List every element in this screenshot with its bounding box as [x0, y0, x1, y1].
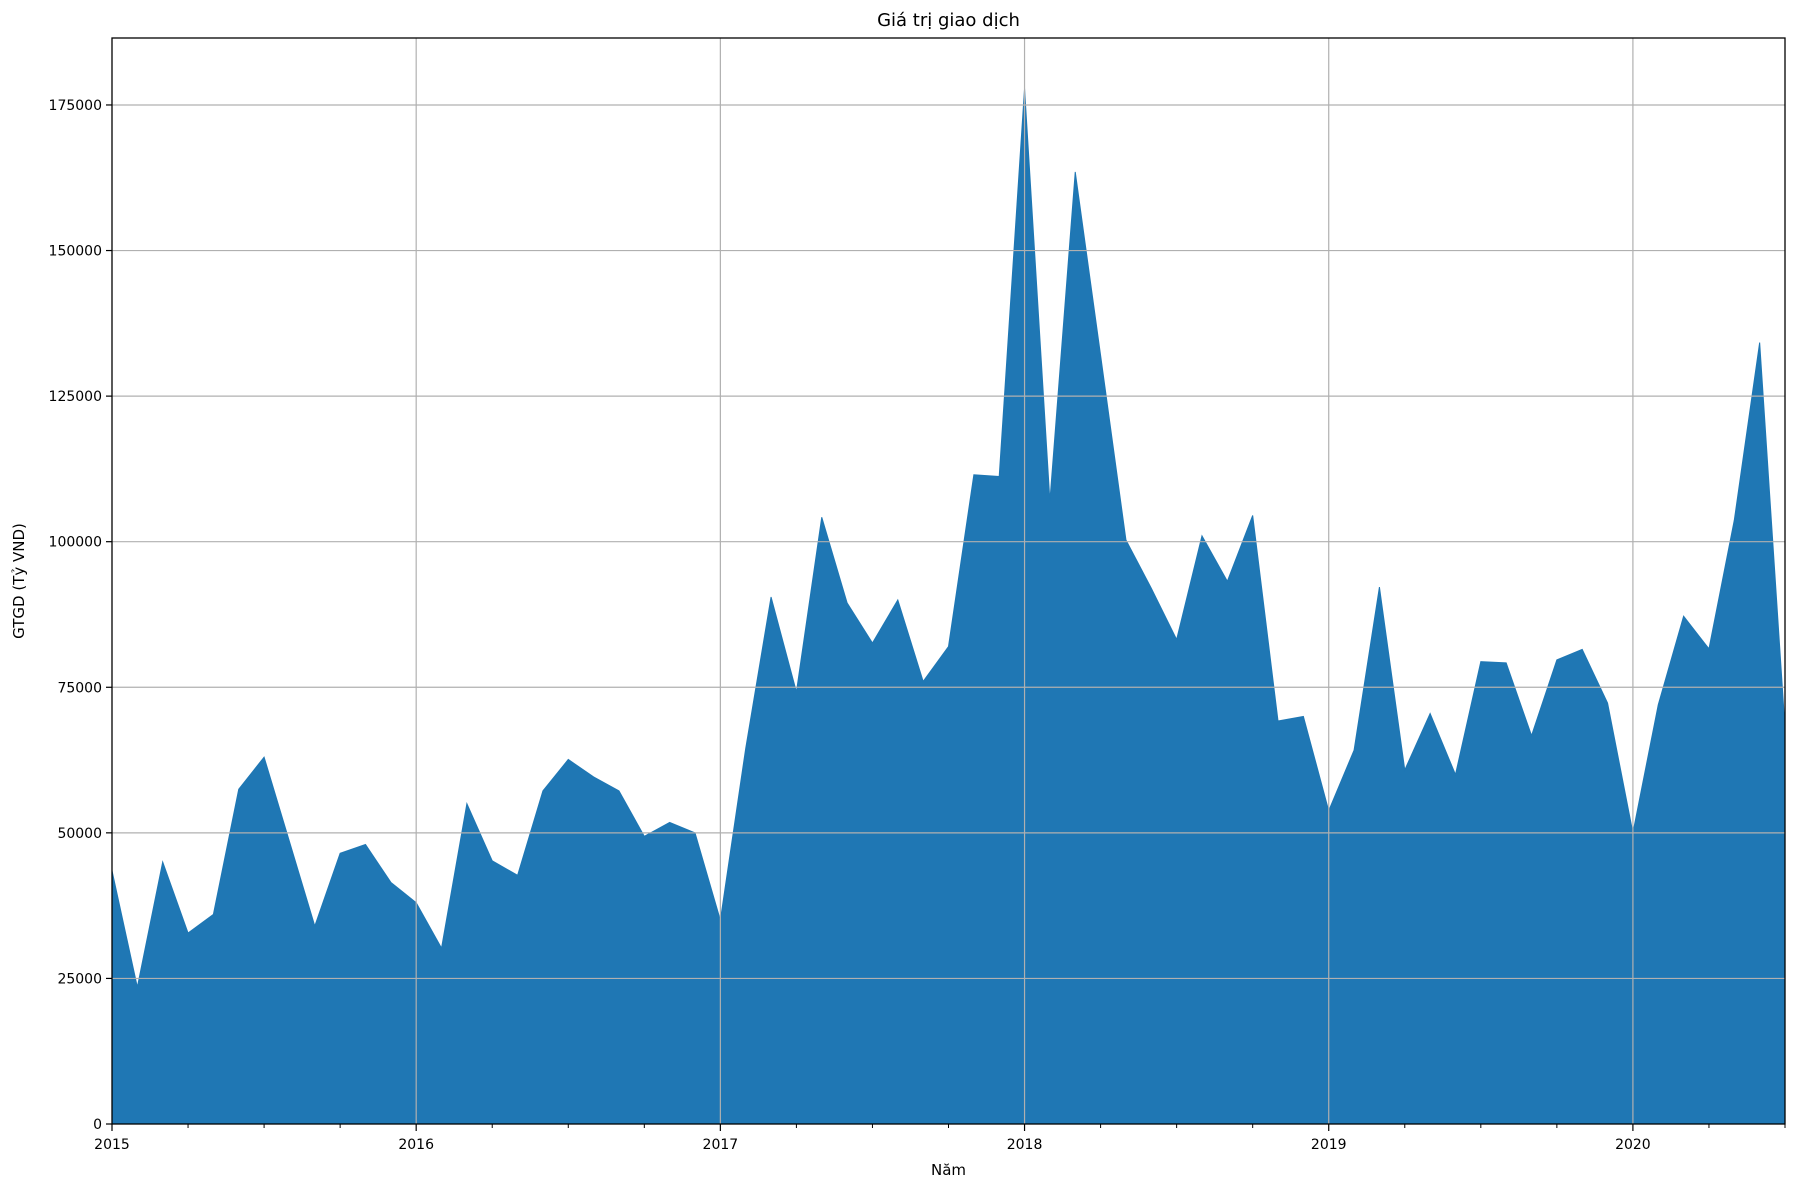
series-area	[111, 88, 1786, 1125]
y-tick-label: 50000	[57, 826, 102, 842]
y-tick-label: 75000	[57, 680, 102, 696]
y-tick-label: 150000	[49, 244, 102, 260]
x-tick-label: 2019	[1311, 1137, 1347, 1153]
y-tick-label: 125000	[49, 389, 102, 405]
x-tick-label: 2016	[398, 1137, 434, 1153]
y-tick-label: 0	[93, 1117, 102, 1133]
x-tick-label: 2017	[703, 1137, 739, 1153]
y-tick-label: 100000	[49, 535, 102, 551]
y-axis: 0 25000 50000 75000 100000 125000 150000 175000	[49, 98, 112, 1133]
x-tick-label: 2020	[1615, 1137, 1651, 1153]
y-tick-label: 175000	[49, 98, 102, 114]
x-tick-label: 2015	[94, 1137, 130, 1153]
grid-overlay	[112, 38, 1785, 1124]
x-axis-title: Năm	[931, 1161, 966, 1179]
x-tick-label: 2018	[1007, 1137, 1043, 1153]
x-axis: 2015 2016 2017 2018 2019 2020	[94, 1124, 1786, 1153]
y-tick-label: 25000	[57, 971, 102, 987]
chart-title: Giá trị giao dịch	[877, 10, 1020, 31]
y-axis-title: GTGD (Tỷ VND)	[10, 523, 28, 639]
